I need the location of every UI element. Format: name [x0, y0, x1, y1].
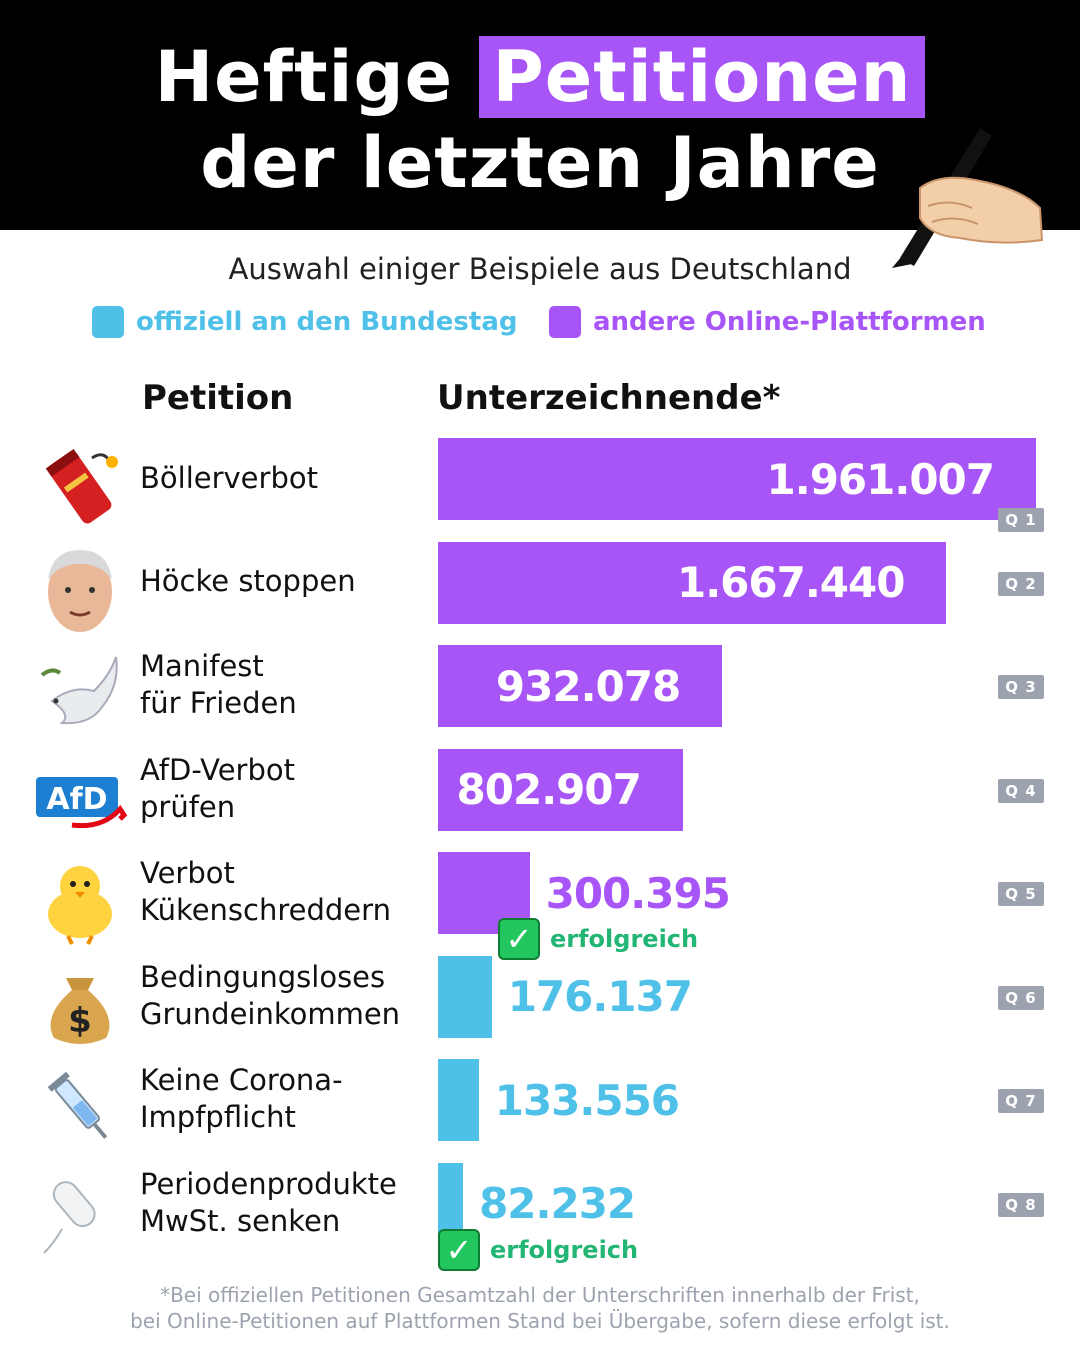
legend-online: andere Online-Plattformen — [549, 304, 986, 340]
category-label-line: Höcke stoppen — [140, 564, 356, 598]
category-label-line: für Frieden — [140, 686, 297, 720]
chart-row: Verbot Kükenschreddern 300.395 Q 5 ✓ erfolgre… — [0, 850, 1080, 960]
title-plain: Heftige — [154, 36, 454, 118]
category-label: Manifest für Frieden — [140, 643, 430, 727]
category-label: Bedingungsloses Grundeinkommen — [140, 954, 430, 1038]
afd-logo-icon: AfD — [32, 749, 128, 845]
svg-text:$: $ — [68, 1001, 92, 1041]
legend-label-official: offiziell an den Bundestag — [136, 307, 518, 337]
success-label: erfolgreich — [550, 925, 699, 953]
check-icon: ✓ — [498, 918, 540, 960]
header-banner: Heftige Petitionen der letzten Jahre — [0, 0, 1080, 230]
category-label: Verbot Kükenschreddern — [140, 850, 430, 934]
chart-row: Periodenprodukte MwSt. senken 82.232 Q 8 ✓ er… — [0, 1161, 1080, 1271]
category-label-line: Kükenschreddern — [140, 893, 391, 927]
category-label: AfD-Verbot prüfen — [140, 747, 430, 831]
source-badge: Q 8 — [998, 1192, 1044, 1217]
chick-icon — [32, 852, 128, 948]
category-label-line: Manifest — [140, 649, 264, 683]
bar-online — [438, 541, 947, 624]
source-badge: Q 4 — [998, 778, 1044, 803]
bar-online — [438, 748, 683, 831]
chart-row: Höcke stoppen 1.667.440 Q 2 — [0, 540, 1080, 640]
legend-swatch-official — [92, 306, 124, 338]
category-label-line: AfD-Verbot — [140, 752, 295, 787]
data-label: 1.667.440 — [676, 558, 905, 607]
chart-row: Keine Corona- Impfpflicht 133.556 Q 7 — [0, 1057, 1080, 1157]
chart-row: Böllerverbot 1.961.007 Q 1 — [0, 436, 1080, 536]
source-badge: Q 7 — [998, 1089, 1044, 1113]
title-line-2: der letzten Jahre — [200, 122, 880, 204]
chart-row: Manifest für Frieden 932.078 Q 3 — [0, 643, 1080, 743]
title-line-1: Heftige Petitionen — [0, 32, 1080, 122]
category-label: Höcke stoppen — [140, 540, 430, 624]
column-header-signers: Unterzeichnende* — [437, 378, 781, 418]
source-badge: Q 1 — [998, 508, 1044, 532]
data-label: 1.961.007 — [766, 454, 995, 504]
bar-online — [438, 438, 1036, 520]
category-label-line: Böllerverbot — [140, 460, 318, 495]
legend-official: offiziell an den Bundestag — [92, 304, 517, 340]
category-label-line: prüfen — [140, 789, 236, 824]
firecracker-icon — [32, 438, 128, 534]
source-badge: Q 6 — [998, 985, 1044, 1010]
syringe-icon — [32, 1059, 128, 1155]
data-label: 300.395 — [545, 868, 731, 918]
bar-official — [438, 955, 492, 1038]
data-label: 82.232 — [479, 1179, 636, 1228]
data-label: 932.078 — [495, 661, 681, 711]
category-label-line: Verbot — [140, 856, 235, 890]
bar-online — [438, 645, 723, 727]
svg-text:AfD: AfD — [46, 782, 107, 817]
data-label: 133.556 — [494, 1075, 680, 1125]
chart-row: $ Bedingungsloses Grundeinkommen 176.137 Q 6 — [0, 954, 1080, 1054]
tampon-icon — [32, 1163, 128, 1259]
category-label-line: Grundeinkommen — [140, 996, 401, 1031]
column-header-petition: Petition — [142, 378, 294, 418]
person-face-icon — [32, 542, 128, 638]
subtitle: Auswahl einiger Beispiele aus Deutschlan… — [228, 252, 852, 286]
footnote: *Bei offiziellen Petitionen Gesamtzahl d… — [0, 1282, 1080, 1334]
category-label-line: Impfpflicht — [140, 1100, 296, 1134]
category-label-line: Periodenprodukte — [140, 1166, 397, 1201]
footnote-line-2: bei Online-Petitionen auf Plattformen St… — [130, 1309, 950, 1333]
category-label: Böllerverbot — [140, 436, 430, 520]
source-badge: Q 5 — [998, 882, 1044, 906]
category-label-line: MwSt. senken — [140, 1203, 341, 1238]
bar-official — [438, 1059, 479, 1141]
title-highlight: Petitionen — [478, 36, 926, 118]
footnote-line-1: *Bei offiziellen Petitionen Gesamtzahl d… — [160, 1283, 920, 1307]
data-label: 176.137 — [507, 972, 693, 1021]
success-marker: ✓ erfolgreich — [438, 1228, 639, 1271]
dove-icon — [32, 645, 128, 741]
chart-row: AfD AfD-Verbot prüfen 802.907 Q 4 — [0, 747, 1080, 847]
check-icon: ✓ — [438, 1228, 480, 1271]
writing-hand-icon — [892, 128, 1044, 268]
source-badge: Q 2 — [998, 571, 1044, 596]
success-marker: ✓ erfolgreich — [498, 918, 698, 960]
legend-swatch-online — [549, 306, 581, 338]
source-badge: Q 3 — [998, 675, 1044, 699]
money-bag-icon: $ — [32, 956, 128, 1052]
category-label: Keine Corona- Impfpflicht — [140, 1057, 430, 1141]
category-label-line: Keine Corona- — [140, 1063, 343, 1097]
category-label-line: Bedingungsloses — [140, 959, 386, 994]
category-label: Periodenprodukte MwSt. senken — [140, 1161, 430, 1245]
data-label: 802.907 — [456, 765, 642, 814]
success-label: erfolgreich — [490, 1235, 639, 1264]
legend-label-online: andere Online-Plattformen — [593, 307, 986, 337]
